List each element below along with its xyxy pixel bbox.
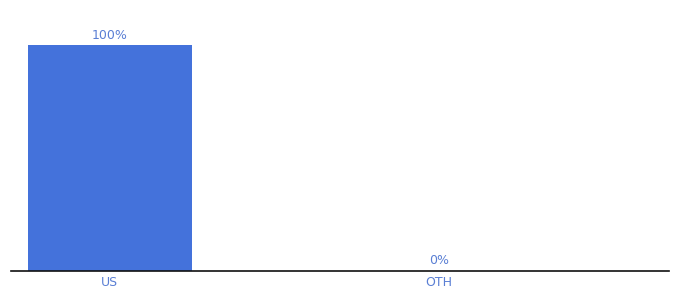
Text: 0%: 0% xyxy=(428,254,449,266)
Bar xyxy=(28,45,192,271)
Text: 100%: 100% xyxy=(92,28,128,42)
